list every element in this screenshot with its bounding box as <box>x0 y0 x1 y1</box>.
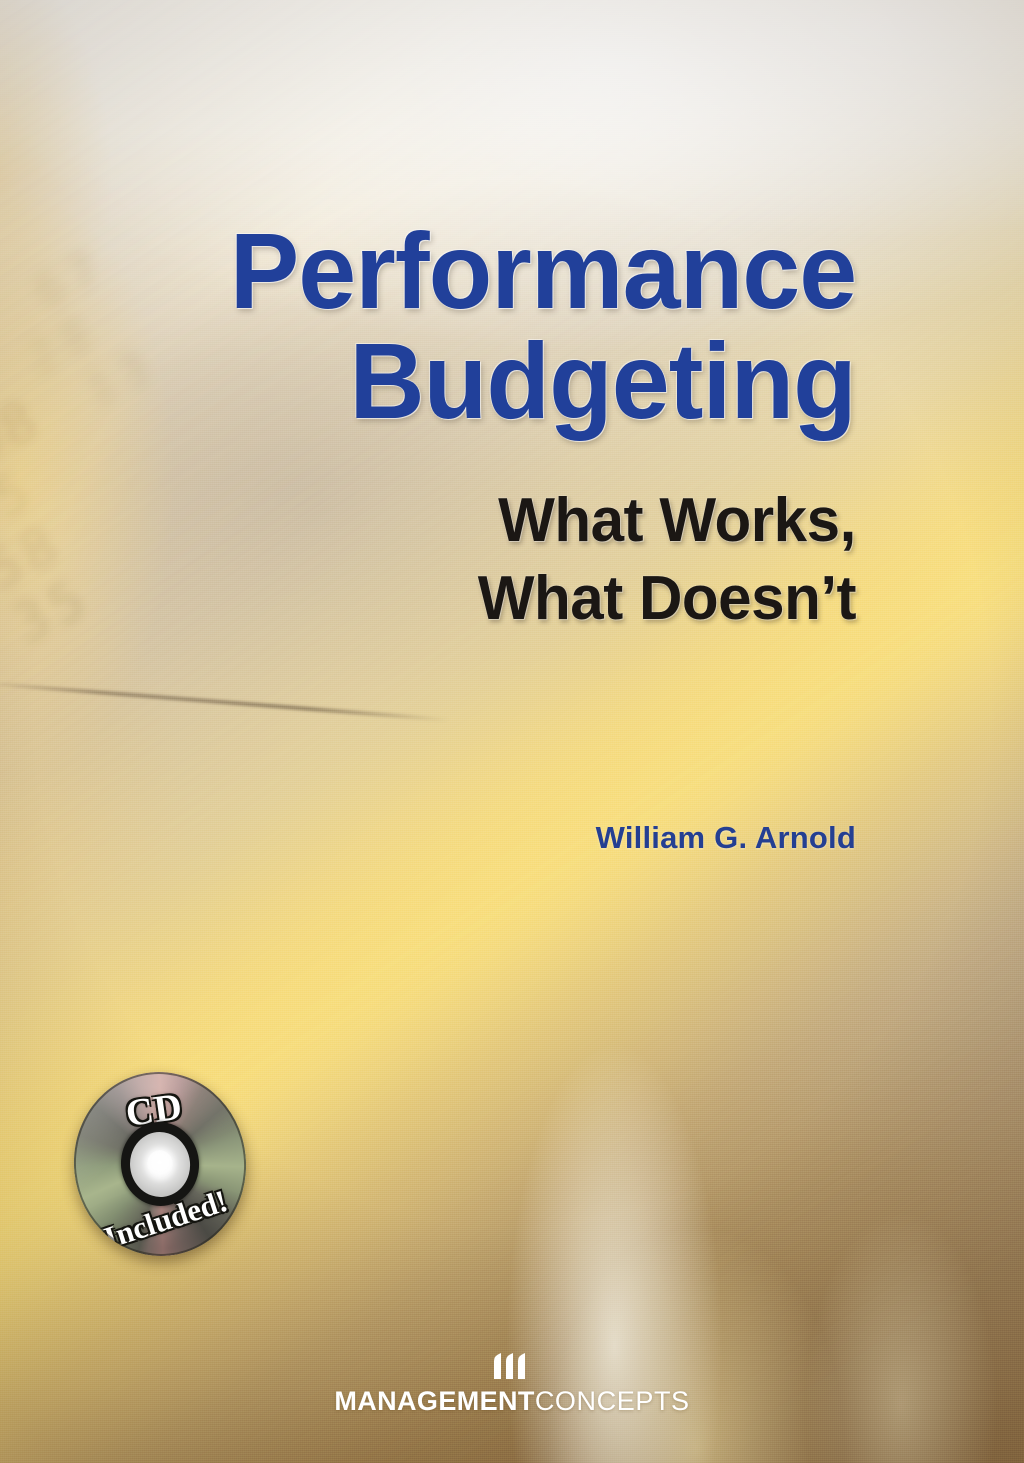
book-subtitle-line-2: What Doesn’t <box>477 564 857 633</box>
publisher-name-bold: MANAGEMENT <box>334 1386 535 1416</box>
publisher-logo: MANAGEMENTCONCEPTS <box>0 1353 1024 1415</box>
publisher-name: MANAGEMENTCONCEPTS <box>0 1388 1024 1415</box>
book-subtitle-line-1: What Works, <box>498 486 856 555</box>
book-author: William G. Arnold <box>595 820 856 855</box>
publisher-name-light: CONCEPTS <box>534 1386 690 1416</box>
book-title-line-1: Performance <box>229 210 857 331</box>
book-title-line-2: Budgeting <box>349 320 856 441</box>
management-concepts-mark-icon <box>494 1353 525 1379</box>
